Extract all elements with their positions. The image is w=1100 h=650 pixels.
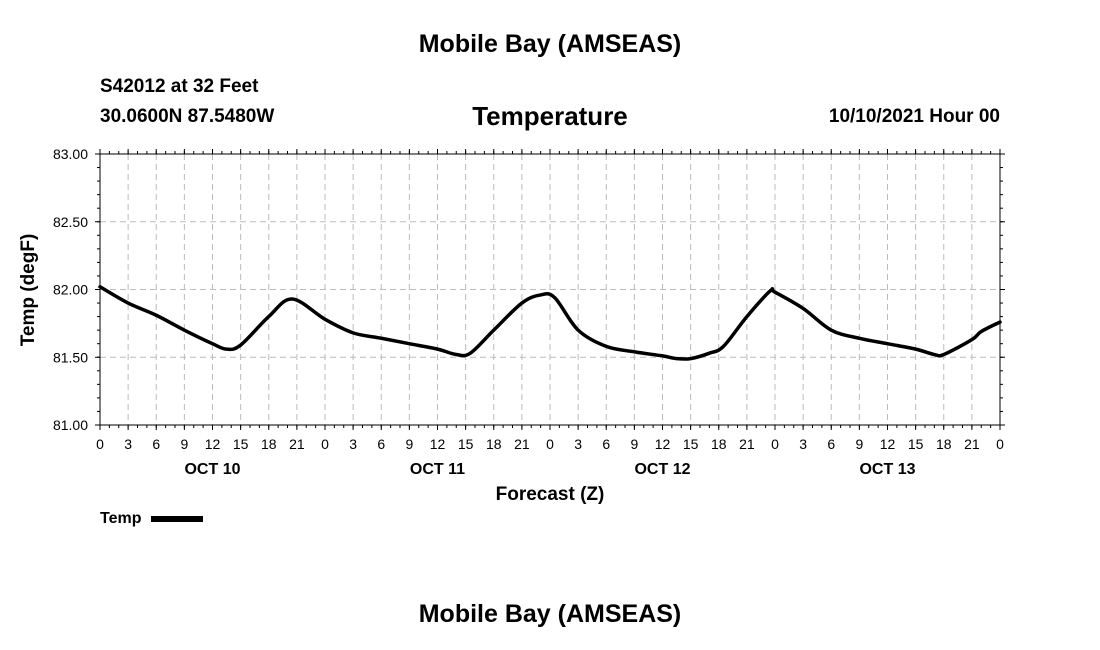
day-label: OCT 13	[859, 461, 915, 478]
x-tick-label: 6	[602, 436, 610, 452]
x-tick-label: 15	[683, 436, 699, 452]
x-tick-label: 18	[486, 436, 502, 452]
x-tick-label: 6	[827, 436, 835, 452]
x-tick-label: 3	[124, 436, 132, 452]
axis-layer: 81.00 81.50 82.00 82.50 83.00 0 3 6 9 12 15 18 21 0 3 6…	[53, 146, 1005, 478]
x-tick-label: 0	[321, 436, 329, 452]
y-tick-label: 83.00	[53, 146, 88, 162]
x-tick-label: 3	[799, 436, 807, 452]
x-tick-label: 15	[458, 436, 474, 452]
x-tick-label: 0	[771, 436, 779, 452]
legend-label: Temp	[100, 510, 142, 527]
x-tick-label: 12	[655, 436, 671, 452]
x-tick-label: 15	[908, 436, 924, 452]
coordinates-label: 30.0600N 87.5480W	[100, 106, 275, 127]
x-tick-label: 21	[514, 436, 530, 452]
x-tick-label: 9	[180, 436, 188, 452]
x-tick-label: 0	[546, 436, 554, 452]
day-label: OCT 10	[184, 461, 240, 478]
x-tick-label: 3	[574, 436, 582, 452]
x-tick-label: 12	[880, 436, 896, 452]
station-label: S42012 at 32 Feet	[100, 76, 259, 97]
day-label: OCT 12	[634, 461, 690, 478]
legend-swatch	[151, 516, 204, 522]
top-title: Mobile Bay (AMSEAS)	[418, 30, 682, 58]
series-layer	[98, 285, 1002, 361]
x-tick-label: 6	[152, 436, 160, 452]
y-tick-label: 81.50	[53, 349, 88, 365]
x-tick-label: 0	[996, 436, 1004, 452]
forecast-datetime: 10/10/2021 Hour 00	[828, 106, 1000, 127]
x-tick-label: 12	[205, 436, 221, 452]
y-tick-label: 82.50	[53, 214, 88, 230]
y-tick-label: 82.00	[53, 282, 88, 298]
x-axis-label: Forecast (Z)	[496, 484, 605, 505]
series-line-temp	[98, 285, 1002, 361]
bottom-title: Mobile Bay (AMSEAS)	[418, 600, 682, 628]
legend: Temp	[100, 510, 204, 528]
x-tick-label: 12	[430, 436, 446, 452]
y-tick-label: 81.00	[53, 417, 88, 433]
chart-title: Temperature	[472, 101, 628, 131]
x-tick-label: 15	[233, 436, 249, 452]
x-tick-label: 9	[855, 436, 863, 452]
x-tick-label: 18	[711, 436, 727, 452]
x-tick-label: 6	[377, 436, 385, 452]
x-tick-label: 3	[349, 436, 357, 452]
x-tick-label: 0	[96, 436, 104, 452]
x-tick-label: 21	[289, 436, 305, 452]
x-tick-label: 9	[405, 436, 413, 452]
x-tick-label: 21	[739, 436, 755, 452]
x-tick-label: 21	[964, 436, 980, 452]
grid-layer	[100, 154, 1000, 425]
day-label: OCT 11	[410, 461, 465, 478]
x-tick-label: 18	[936, 436, 952, 452]
x-tick-label: 9	[630, 436, 638, 452]
y-axis-label: Temp (degF)	[18, 234, 39, 347]
x-tick-label: 18	[261, 436, 277, 452]
